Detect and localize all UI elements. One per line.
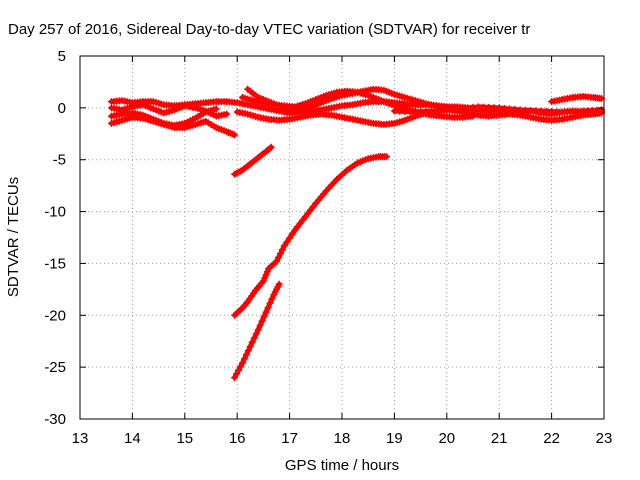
- data-point: [238, 359, 246, 367]
- series-arc-j: [516, 107, 605, 118]
- data-point: [288, 230, 296, 238]
- data-point: [261, 274, 269, 282]
- data-point: [286, 234, 294, 242]
- data-point: [231, 374, 239, 382]
- data-point: [250, 334, 258, 342]
- data-point: [268, 295, 276, 303]
- x-tick-label: 17: [281, 430, 298, 447]
- y-tick-label: 0: [58, 100, 66, 117]
- y-tick-label: -5: [53, 152, 66, 169]
- data-point: [262, 308, 270, 316]
- data-point: [242, 351, 250, 359]
- data-point: [223, 110, 231, 118]
- data-point: [236, 363, 244, 371]
- x-tick-label: 21: [491, 430, 508, 447]
- x-axis-tick-labels: 13 14 15 16 17 18 19 20 21 22 23: [72, 430, 613, 447]
- series-arc-d: [107, 105, 220, 129]
- x-axis-label: GPS time / hours: [285, 457, 399, 474]
- data-point: [254, 326, 262, 334]
- data-point: [260, 313, 268, 321]
- x-tick-label: 22: [543, 430, 560, 447]
- x-tick-label: 16: [229, 430, 246, 447]
- x-tick-label: 20: [438, 430, 455, 447]
- x-tick-label: 18: [334, 430, 351, 447]
- y-tick-label: 5: [58, 48, 66, 65]
- y-tick-label: -25: [44, 359, 66, 376]
- data-point: [259, 277, 267, 285]
- x-tick-label: 13: [72, 430, 89, 447]
- y-axis-label: SDTVAR / TECUs: [5, 177, 22, 297]
- data-point: [231, 131, 239, 139]
- data-point: [275, 280, 283, 288]
- y-axis-tick-labels: 5 0 -5 -10 -15 -20 -25 -30: [44, 48, 66, 428]
- data-point: [256, 321, 264, 329]
- series-arc-l: [231, 153, 391, 319]
- x-tick-label: 19: [386, 430, 403, 447]
- data-point: [248, 338, 256, 346]
- data-point: [246, 342, 254, 350]
- series-arc-m: [231, 280, 283, 382]
- plot-area: [107, 85, 605, 382]
- data-point: [274, 253, 282, 261]
- x-tick-label: 23: [596, 430, 613, 447]
- data-point: [242, 299, 250, 307]
- chart-title: Day 257 of 2016, Sidereal Day-to-day VTE…: [8, 21, 530, 38]
- y-tick-label: -15: [44, 255, 66, 272]
- data-point: [258, 317, 266, 325]
- data-point: [264, 304, 272, 312]
- y-tick-label: -30: [44, 411, 66, 428]
- x-tick-label: 14: [124, 430, 141, 447]
- data-point: [273, 257, 280, 265]
- series-arc-b: [107, 101, 231, 120]
- data-point: [262, 271, 270, 279]
- series-arc-i: [548, 92, 605, 106]
- data-point: [244, 347, 252, 355]
- data-point: [233, 370, 241, 378]
- data-point: [263, 268, 271, 276]
- x-tick-label: 15: [176, 430, 193, 447]
- data-point: [235, 366, 243, 374]
- data-point: [280, 242, 288, 250]
- data-point: [240, 355, 248, 363]
- data-point: [212, 105, 220, 113]
- data-point: [266, 144, 274, 152]
- data-point: [283, 238, 291, 246]
- y-tick-label: -10: [44, 204, 66, 221]
- data-point: [276, 250, 284, 258]
- series-arc-k: [231, 143, 275, 178]
- data-point: [266, 299, 274, 307]
- data-point: [252, 330, 260, 338]
- tick-marks: [79, 55, 605, 420]
- y-tick-label: -20: [44, 307, 66, 324]
- data-point: [383, 153, 391, 161]
- data-point: [267, 143, 275, 151]
- data-point: [278, 246, 286, 254]
